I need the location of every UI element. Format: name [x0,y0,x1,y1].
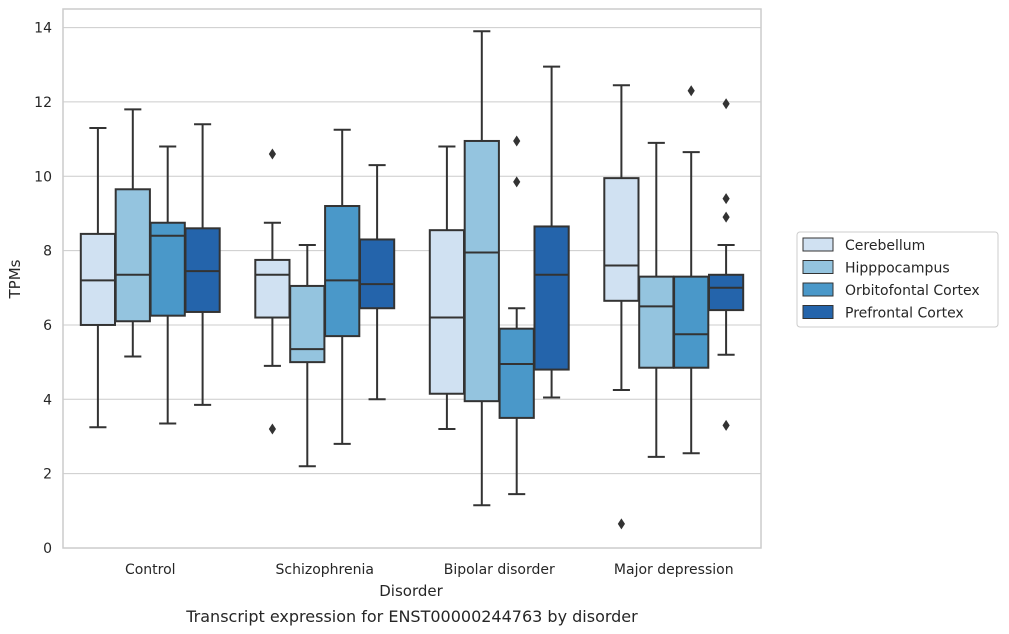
x-tick-label: Schizophrenia [276,562,374,578]
legend-swatch [802,260,834,274]
y-tick-label: 4 [43,392,52,408]
box-0-1 [114,108,151,358]
x-tick-labels: Control Schizophrenia Bipolar disorder Majo… [125,562,734,578]
box-1-1 [289,244,326,468]
y-tick-label: 12 [34,95,52,111]
box-2-0 [428,145,466,431]
y-tick-label: 14 [34,21,52,37]
legend-label: Hipppocampus [845,261,950,277]
iqr-box [149,221,186,317]
box-1-3 [358,164,396,401]
legend-label: Prefrontal Cortex [845,306,964,322]
iqr-box [673,275,710,369]
y-tick-labels: 0 2 4 6 8 10 12 14 [34,21,52,557]
iqr-box [638,275,675,369]
legend-swatch [802,305,834,319]
iqr-box [498,327,535,419]
x-tick-label: Major depression [614,562,734,578]
box-0-0 [79,126,117,429]
outlier-point [722,98,730,110]
outlier-point [617,518,625,530]
legend-label: Orbitofontal Cortex [845,283,980,299]
iqr-box [114,188,151,323]
box-2-2 [498,135,535,496]
iqr-box [428,229,466,395]
y-tick-label: 0 [43,541,52,557]
chart-caption: Transcript expression for ENST0000024476… [185,607,638,626]
x-tick-label: Control [125,562,176,578]
legend-swatch [802,237,834,252]
box-0-3 [184,123,221,406]
box-1-0 [254,148,291,435]
y-tick-label: 8 [43,244,52,260]
outlier-point [513,176,521,188]
outlier-point [513,135,521,147]
outlier-point [268,148,276,160]
outlier-point [722,419,730,431]
y-tick-label: 2 [43,467,52,483]
iqr-box [358,238,396,310]
iqr-box [324,205,361,338]
outlier-point [268,423,276,435]
box-3-3 [707,98,745,431]
box-2-1 [463,30,500,507]
iqr-box [707,273,745,312]
box-2-3 [533,65,570,399]
outlier-point [722,193,730,205]
iqr-box [463,139,500,403]
box-3-2 [673,85,710,455]
y-tick-label: 10 [34,169,52,185]
box-3-1 [638,141,675,458]
iqr-box [533,225,570,371]
outlier-point [687,85,695,97]
y-tick-label: 6 [43,318,52,334]
x-tick-label: Bipolar disorder [444,562,555,578]
legend: Cerebellum Hipppocampus Orbitofontal Corte… [796,231,999,328]
plot-frame [62,8,762,549]
outlier-point [722,211,730,223]
legend-frame [796,231,999,328]
boxes [79,30,745,530]
iqr-box [603,177,640,302]
x-axis-title: Disorder [379,582,443,600]
y-axis-title: TPMs [6,259,24,299]
iqr-box [289,284,326,364]
box-0-2 [149,145,186,425]
legend-label: Cerebellum [845,238,925,254]
iqr-box [254,258,291,319]
box-1-2 [324,128,361,445]
legend-swatch [802,282,834,297]
box-3-0 [603,84,640,530]
